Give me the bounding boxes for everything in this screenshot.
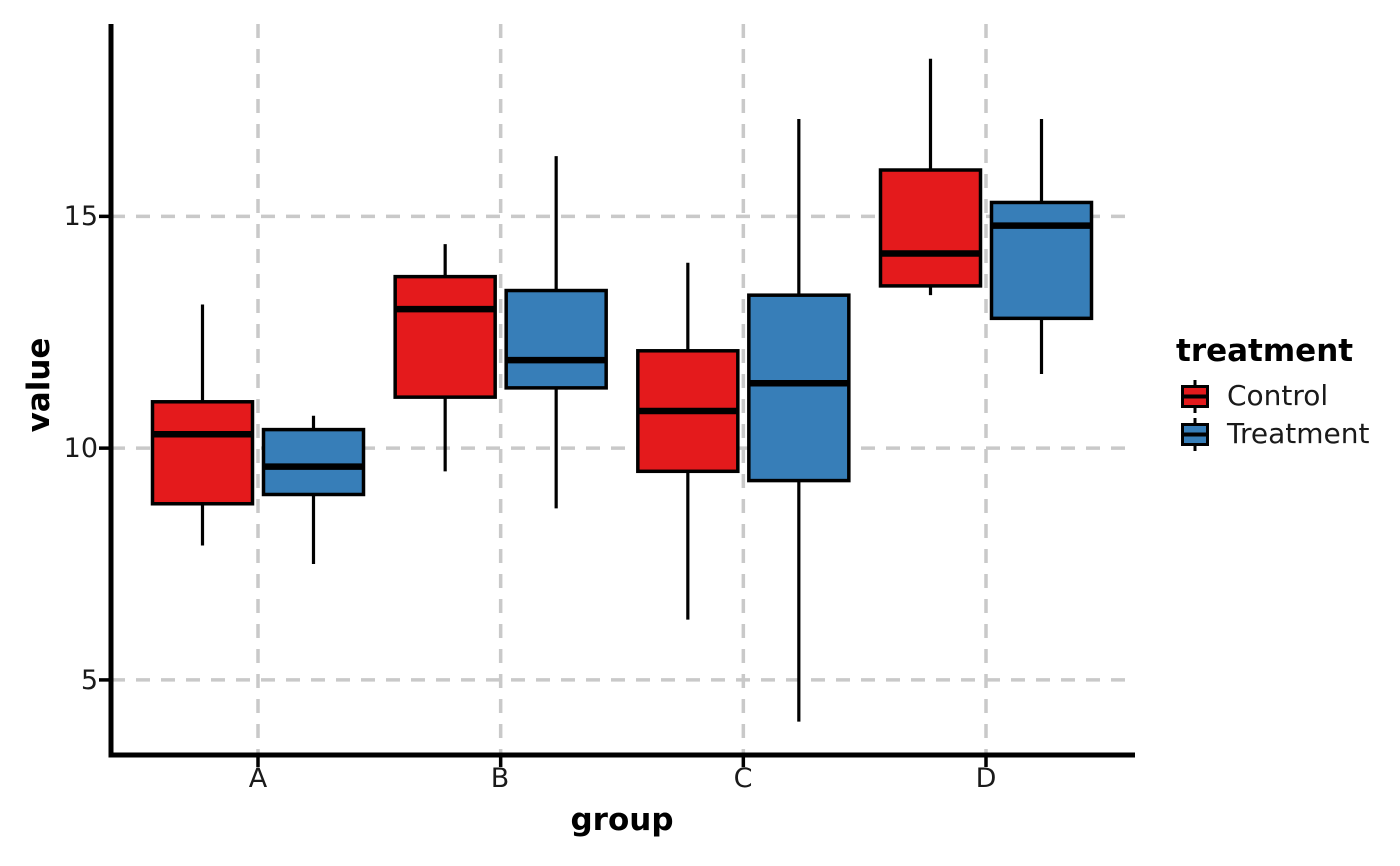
y-tick-label-10: 10 [63,433,98,464]
box-rect [261,427,366,497]
box-rect [989,200,1094,321]
box-rect [150,400,255,506]
box-rect [393,274,497,399]
boxplot-key-icon [1181,418,1209,451]
box-rect [878,168,983,288]
x-tick-label-c: C [733,763,753,794]
legend-label-treatment: Treatment [1227,417,1370,450]
x-tick-label-d: D [975,763,997,794]
box-rect [747,293,851,483]
y-tick-label-5: 5 [80,665,98,696]
x-tick-label-a: A [248,763,268,794]
legend-item-control: Control [1176,377,1369,415]
legend-item-treatment: Treatment [1176,415,1369,453]
y-tick-label-15: 15 [63,201,98,232]
y-axis-title: value [21,337,57,433]
legend: treatment Control Treatment [1176,333,1369,453]
box-rect [504,288,608,390]
x-axis-title: group [570,802,674,838]
legend-label-control: Control [1227,379,1329,412]
legend-title: treatment [1176,333,1354,369]
x-tick-label-b: B [490,763,510,794]
boxplot-key-icon [1181,380,1209,413]
